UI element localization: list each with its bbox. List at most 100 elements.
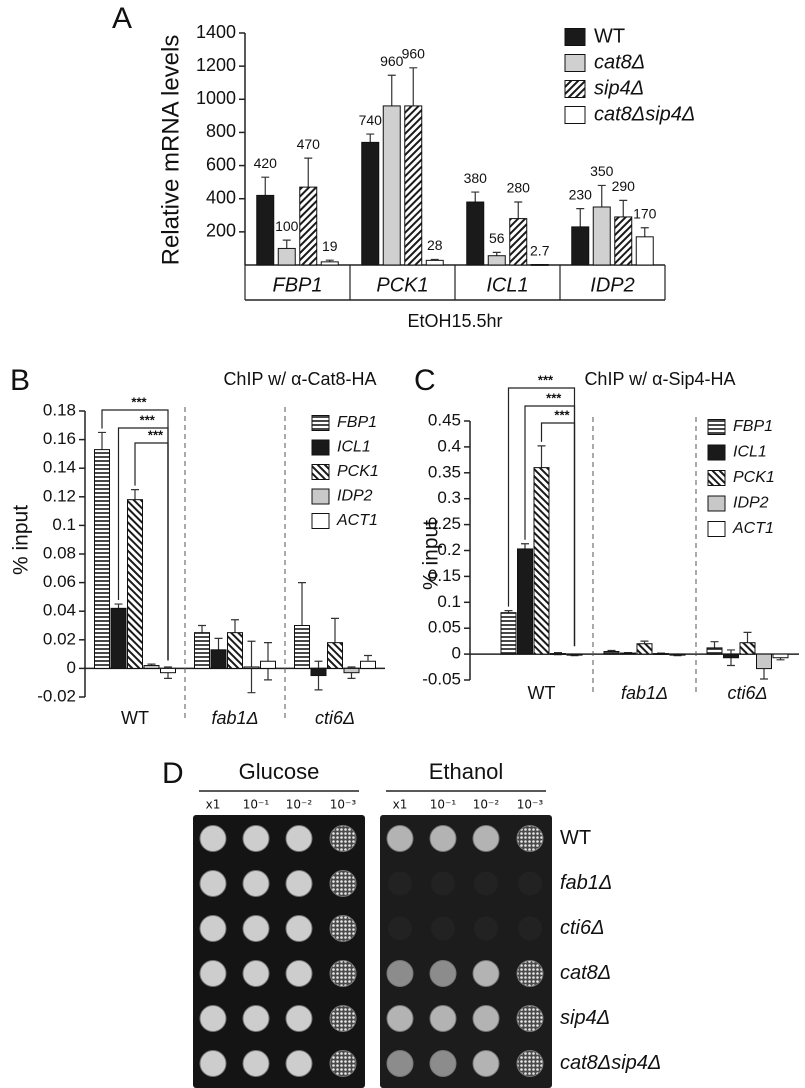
colony-spot — [431, 916, 455, 941]
y-axis-label: Relative mRNA levels — [157, 35, 184, 266]
legend-swatch — [707, 444, 726, 461]
colony-spot — [285, 960, 313, 987]
colony-spot — [285, 870, 313, 897]
bar — [635, 236, 654, 266]
colony-spot — [242, 825, 270, 852]
panel-label: C — [414, 364, 436, 397]
bar — [533, 467, 550, 655]
bar — [509, 218, 528, 266]
chart-title: ChIP w/ α-Sip4-HA — [584, 369, 735, 389]
significance-label: *** — [538, 372, 554, 387]
data-label: 960 — [380, 53, 404, 69]
data-label: 290 — [612, 178, 636, 194]
colony-spot — [386, 1050, 414, 1077]
legend-swatch — [311, 513, 330, 529]
y-tick-label: 0 — [452, 644, 461, 663]
strain-label: fab1Δ — [560, 872, 612, 894]
colony-spot — [429, 1050, 457, 1077]
colony-spot — [429, 960, 457, 987]
legend-label: ICL1 — [733, 444, 767, 461]
panel-label: A — [112, 2, 132, 35]
bar — [603, 651, 620, 655]
bar — [772, 653, 789, 659]
significance-label: *** — [554, 407, 570, 422]
x-tick-label: IDP2 — [590, 274, 634, 296]
legend-swatch — [311, 488, 330, 505]
legend-swatch — [707, 495, 726, 512]
bar — [260, 660, 276, 669]
dilution-label: x1 — [393, 798, 408, 812]
strain-label: cat8Δsip4Δ — [560, 1052, 661, 1074]
legend-swatch — [311, 439, 330, 456]
y-tick-label: 0 — [67, 658, 76, 677]
legend-label: cat8Δ — [594, 51, 645, 73]
colony-spot — [386, 1005, 414, 1032]
strain-label: sip4Δ — [560, 1007, 610, 1029]
significance-bracket — [540, 422, 576, 647]
x-tick-label: cti6Δ — [727, 683, 767, 703]
x-axis-label: EtOH15.5hr — [407, 311, 502, 331]
y-tick-label: 200 — [206, 221, 236, 241]
y-tick-label: 0.4 — [437, 436, 461, 455]
y-tick-label: 0.06 — [43, 572, 76, 591]
bar — [487, 255, 506, 266]
data-label: 740 — [359, 112, 383, 128]
legend-swatch — [564, 106, 586, 124]
colony-spot — [285, 1050, 313, 1077]
data-label: 470 — [297, 136, 321, 152]
y-tick-label: 0.15 — [428, 566, 461, 585]
y-tick-label: 0.08 — [43, 543, 76, 562]
colony-spot — [386, 960, 414, 987]
x-tick-label: cti6Δ — [315, 708, 355, 728]
data-label: 280 — [507, 180, 531, 196]
bar — [127, 499, 143, 669]
bar — [143, 665, 160, 669]
data-label: 19 — [322, 238, 338, 254]
legend-swatch — [707, 470, 726, 486]
data-label: 100 — [275, 218, 299, 234]
colony-spot — [518, 871, 542, 896]
bar — [756, 653, 772, 670]
bar — [500, 612, 517, 655]
bar — [723, 653, 739, 659]
x-tick-label: fab1Δ — [621, 683, 668, 703]
dilution-label: 10⁻¹ — [243, 798, 270, 812]
bar — [294, 625, 310, 669]
bar — [160, 667, 176, 674]
bar — [94, 449, 110, 669]
y-tick-label: 1400 — [196, 22, 236, 42]
legend-label: sip4Δ — [594, 77, 644, 99]
bar — [571, 226, 590, 266]
colony-spot — [242, 960, 270, 987]
data-label: 230 — [569, 186, 593, 202]
y-tick-label: 0.16 — [43, 429, 76, 448]
colony-spot — [199, 1005, 227, 1032]
colony-spot — [474, 871, 498, 896]
legend-label: ICL1 — [337, 439, 371, 456]
colony-spot — [199, 825, 227, 852]
legend-label: PCK1 — [337, 463, 379, 480]
significance-label: *** — [546, 390, 562, 405]
legend-label: FBP1 — [733, 418, 773, 435]
bar — [210, 649, 227, 669]
colony-spot — [285, 915, 313, 942]
colony-spot — [388, 916, 412, 941]
dilution-label: x1 — [206, 798, 221, 812]
y-tick-label: 600 — [206, 154, 236, 174]
bar — [227, 632, 243, 669]
legend-label: IDP2 — [337, 488, 373, 505]
colony-spot — [329, 915, 357, 942]
bar — [550, 653, 566, 655]
bar — [361, 141, 380, 266]
colony-spot — [516, 1050, 544, 1077]
colony-spot — [329, 1005, 357, 1032]
colony-spot — [516, 960, 544, 987]
data-label: 380 — [464, 170, 488, 186]
data-label: 420 — [254, 155, 278, 171]
colony-spot — [472, 825, 500, 852]
data-label: 960 — [402, 46, 426, 62]
panel-label: B — [10, 364, 30, 397]
y-tick-label: 800 — [206, 121, 236, 141]
bar — [310, 667, 327, 677]
bar — [243, 666, 260, 669]
